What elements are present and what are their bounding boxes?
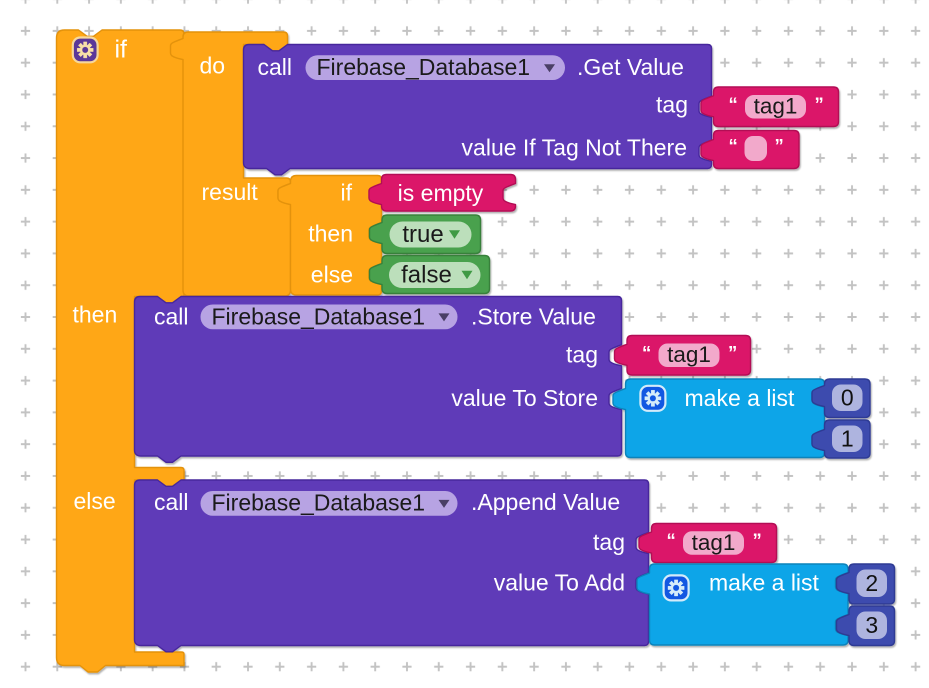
svg-text:Firebase_Database1: Firebase_Database1 [212,490,426,516]
svg-text:tag: tag [656,92,688,118]
svg-text:tag1: tag1 [692,530,736,555]
svg-text:value If Tag Not There: value If Tag Not There [462,135,687,161]
svg-text:.Get Value: .Get Value [577,54,684,80]
svg-text:”: ” [753,530,762,551]
svg-text:make a list: make a list [685,385,796,411]
svg-text:“: “ [729,135,738,156]
svg-text:else: else [74,488,116,514]
svg-text:”: ” [775,135,784,156]
svg-text:then: then [73,302,118,328]
svg-text:“: “ [667,530,676,551]
svg-text:.Append Value: .Append Value [471,489,620,515]
svg-text:Firebase_Database1: Firebase_Database1 [212,303,426,329]
svg-text:false: false [401,262,452,289]
svg-text:true: true [402,221,443,248]
svg-text:then: then [308,221,353,247]
svg-text:1: 1 [841,425,854,451]
svg-text:if: if [115,36,128,64]
svg-text:.Store Value: .Store Value [471,303,596,329]
svg-text:result: result [202,179,259,205]
svg-text:is empty: is empty [398,180,484,206]
svg-text:tag: tag [593,529,625,555]
svg-text:”: ” [728,342,737,363]
svg-text:3: 3 [865,612,878,638]
svg-text:call: call [154,489,189,515]
svg-text:if: if [341,180,353,206]
svg-text:call: call [154,303,189,329]
svg-text:else: else [311,262,353,288]
svg-text:Firebase_Database1: Firebase_Database1 [317,54,531,80]
svg-text:make a list: make a list [709,570,820,596]
svg-text:“: “ [729,93,738,114]
svg-text:“: “ [642,342,651,363]
svg-text:call: call [258,54,293,80]
svg-text:0: 0 [841,384,854,410]
svg-text:value To Add: value To Add [494,570,625,596]
svg-text:value To Store: value To Store [451,385,598,411]
svg-text:2: 2 [865,570,878,596]
svg-text:do: do [200,53,226,79]
svg-text:tag1: tag1 [667,342,711,367]
svg-text:tag1: tag1 [754,94,798,119]
svg-text:tag: tag [566,341,598,367]
svg-text:”: ” [815,93,824,114]
